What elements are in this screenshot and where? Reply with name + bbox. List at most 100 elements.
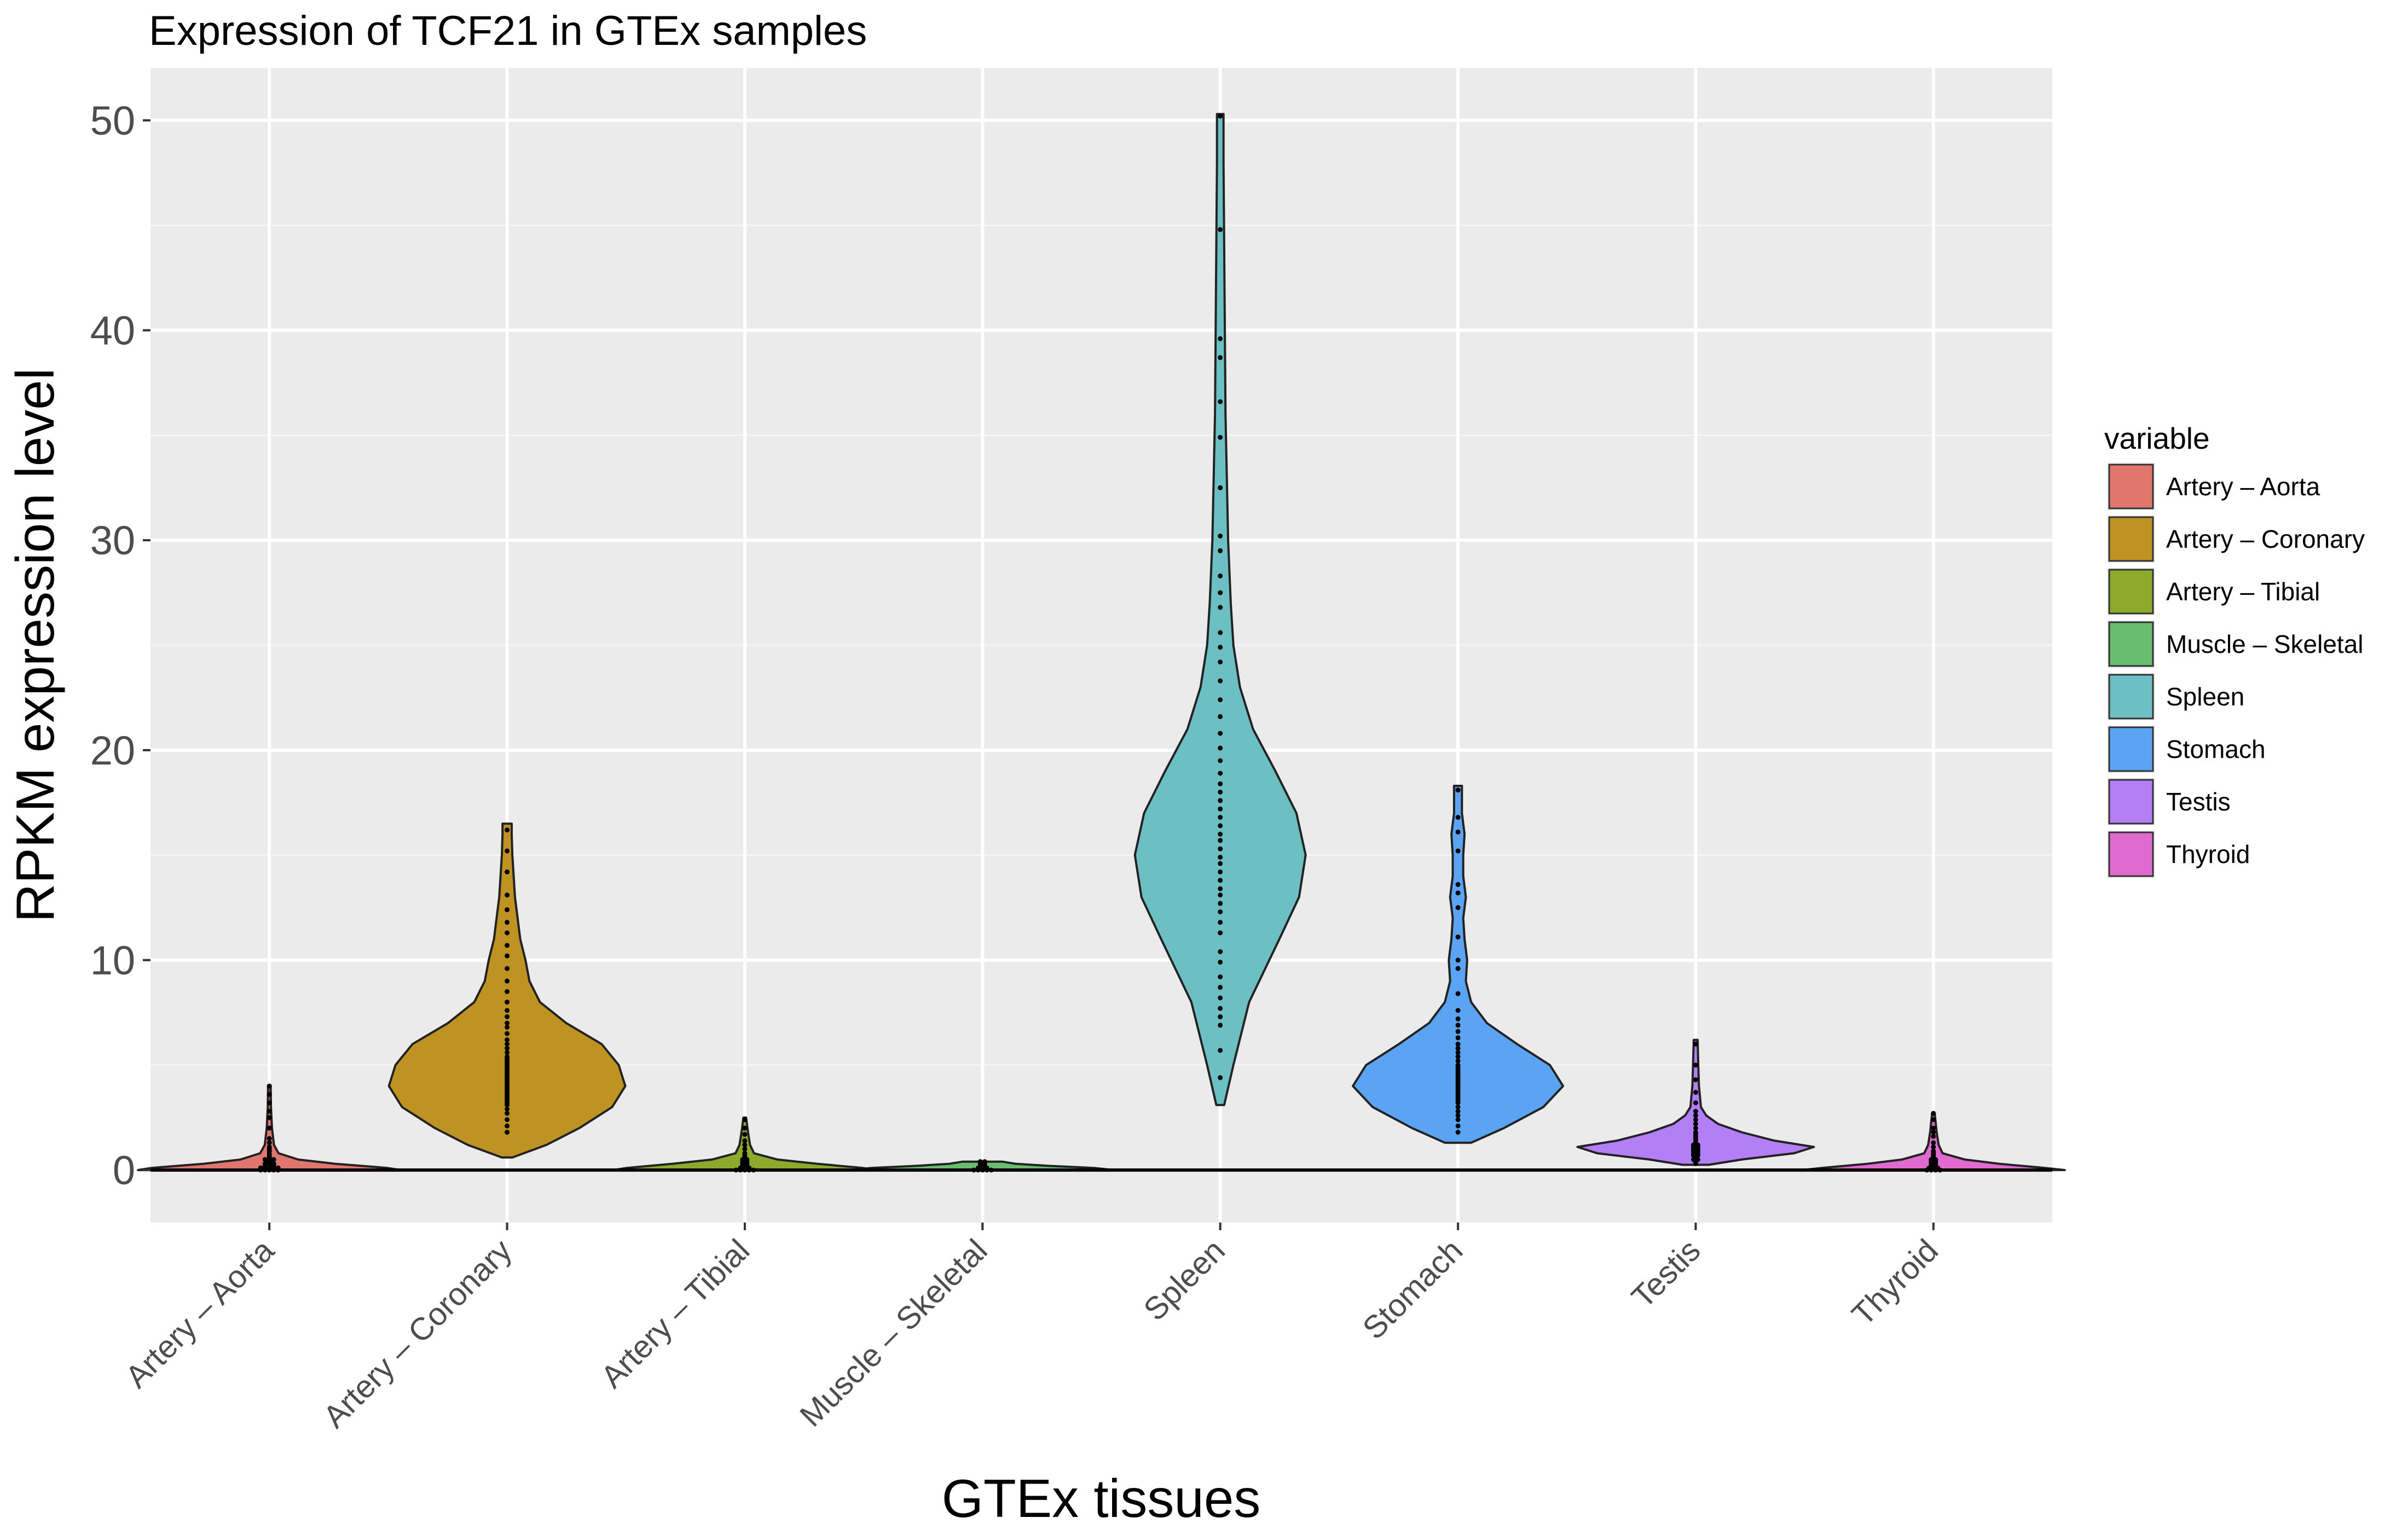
data-point [267, 1092, 272, 1097]
legend-label-testis: Testis [2166, 787, 2231, 816]
data-point [1455, 1054, 1461, 1059]
legend-label-artery-coronary: Artery – Coronary [2166, 525, 2365, 553]
data-point [1218, 534, 1223, 538]
data-point [267, 1115, 272, 1120]
legend-label-stomach: Stomach [2166, 735, 2266, 763]
data-point [505, 943, 510, 948]
chart-title: Expression of TCF21 in GTEx samples [149, 8, 867, 54]
data-point [505, 966, 510, 971]
data-point [733, 1167, 739, 1173]
data-point [1455, 787, 1461, 793]
legend-label-artery-aorta: Artery – Aorta [2166, 472, 2320, 501]
data-point [1218, 399, 1223, 404]
data-point [1455, 1008, 1461, 1013]
data-point [1455, 991, 1461, 997]
data-point [275, 1165, 281, 1171]
data-point [1218, 949, 1223, 954]
data-point [505, 1054, 510, 1059]
legend-swatch-artery-tibial [2108, 569, 2154, 615]
y-tick-label: 10 [90, 937, 135, 983]
data-point [1455, 1117, 1461, 1122]
data-point [1455, 1035, 1461, 1040]
data-point [1931, 1129, 1936, 1135]
legend-label-muscle-skeletal: Muscle – Skeletal [2166, 630, 2364, 658]
data-point [1693, 1041, 1698, 1047]
data-point [1218, 771, 1223, 776]
data-point [1218, 645, 1223, 650]
data-point [1218, 831, 1223, 837]
data-point [1693, 1129, 1698, 1135]
legend-swatch-testis [2108, 779, 2154, 825]
data-point [505, 1111, 510, 1116]
legend-swatch-artery-aorta [2108, 464, 2154, 509]
data-point [1218, 790, 1223, 795]
x-tick-label-artery-tibial: Artery – Tibial [594, 1232, 756, 1395]
data-point [1218, 485, 1223, 490]
data-point [1218, 869, 1223, 874]
data-point [1218, 806, 1223, 812]
data-point [505, 1041, 510, 1047]
data-point [1218, 697, 1223, 703]
data-point [1218, 959, 1223, 965]
data-point [1218, 855, 1223, 860]
data-point [505, 1024, 510, 1030]
data-point [505, 1008, 510, 1013]
data-point [505, 1107, 510, 1112]
y-tick-label: 0 [113, 1148, 135, 1193]
legend-swatch-thyroid [2108, 831, 2154, 877]
data-point [1693, 1090, 1698, 1095]
x-tick-label-stomach: Stomach [1356, 1232, 1469, 1346]
data-point [271, 1157, 276, 1162]
data-point [988, 1167, 994, 1173]
data-point [1693, 1125, 1698, 1131]
x-tick-label-thyroid: Thyroid [1845, 1232, 1945, 1333]
data-point [1218, 227, 1223, 232]
data-point [258, 1165, 263, 1171]
data-point [1455, 1129, 1461, 1135]
data-point [1931, 1125, 1936, 1131]
data-point [1218, 798, 1223, 803]
data-point [751, 1167, 756, 1173]
data-point [1218, 659, 1223, 665]
data-point [267, 1084, 272, 1089]
legend-label-thyroid: Thyroid [2166, 840, 2250, 868]
data-point [1218, 1006, 1223, 1011]
data-point [1218, 678, 1223, 683]
x-axis-title: GTEx tissues [942, 1468, 1261, 1528]
data-point [1218, 548, 1223, 553]
data-point [1931, 1111, 1936, 1116]
y-tick-label: 50 [90, 98, 135, 143]
data-point [1218, 573, 1223, 578]
data-point [1218, 731, 1223, 736]
data-point [1218, 630, 1223, 635]
data-point [1218, 995, 1223, 1000]
data-point [1218, 909, 1223, 914]
data-point [267, 1136, 272, 1141]
data-point [1931, 1134, 1936, 1139]
data-point [1455, 890, 1461, 896]
x-tick-label-spleen: Spleen [1137, 1232, 1232, 1328]
y-tick-label: 20 [90, 728, 135, 773]
y-axis-title: RPKM expression level [5, 368, 65, 922]
data-point [1693, 1100, 1698, 1105]
data-point [1218, 893, 1223, 897]
data-point [1218, 590, 1223, 595]
x-tick-label-artery-aorta: Artery – Aorta [119, 1232, 281, 1395]
data-point [267, 1125, 272, 1131]
data-point [1218, 919, 1223, 925]
data-point [742, 1132, 748, 1137]
data-point [982, 1159, 987, 1165]
data-point [1931, 1117, 1936, 1122]
data-point [505, 919, 510, 925]
data-point [1455, 1104, 1461, 1110]
data-point [505, 930, 510, 936]
data-point [1455, 1046, 1461, 1051]
data-point [505, 869, 510, 874]
data-point [267, 1100, 272, 1105]
data-point [1455, 958, 1461, 963]
data-point [1455, 829, 1461, 835]
legend-title: variable [2104, 421, 2210, 455]
data-point [742, 1150, 748, 1156]
data-point [742, 1142, 748, 1148]
